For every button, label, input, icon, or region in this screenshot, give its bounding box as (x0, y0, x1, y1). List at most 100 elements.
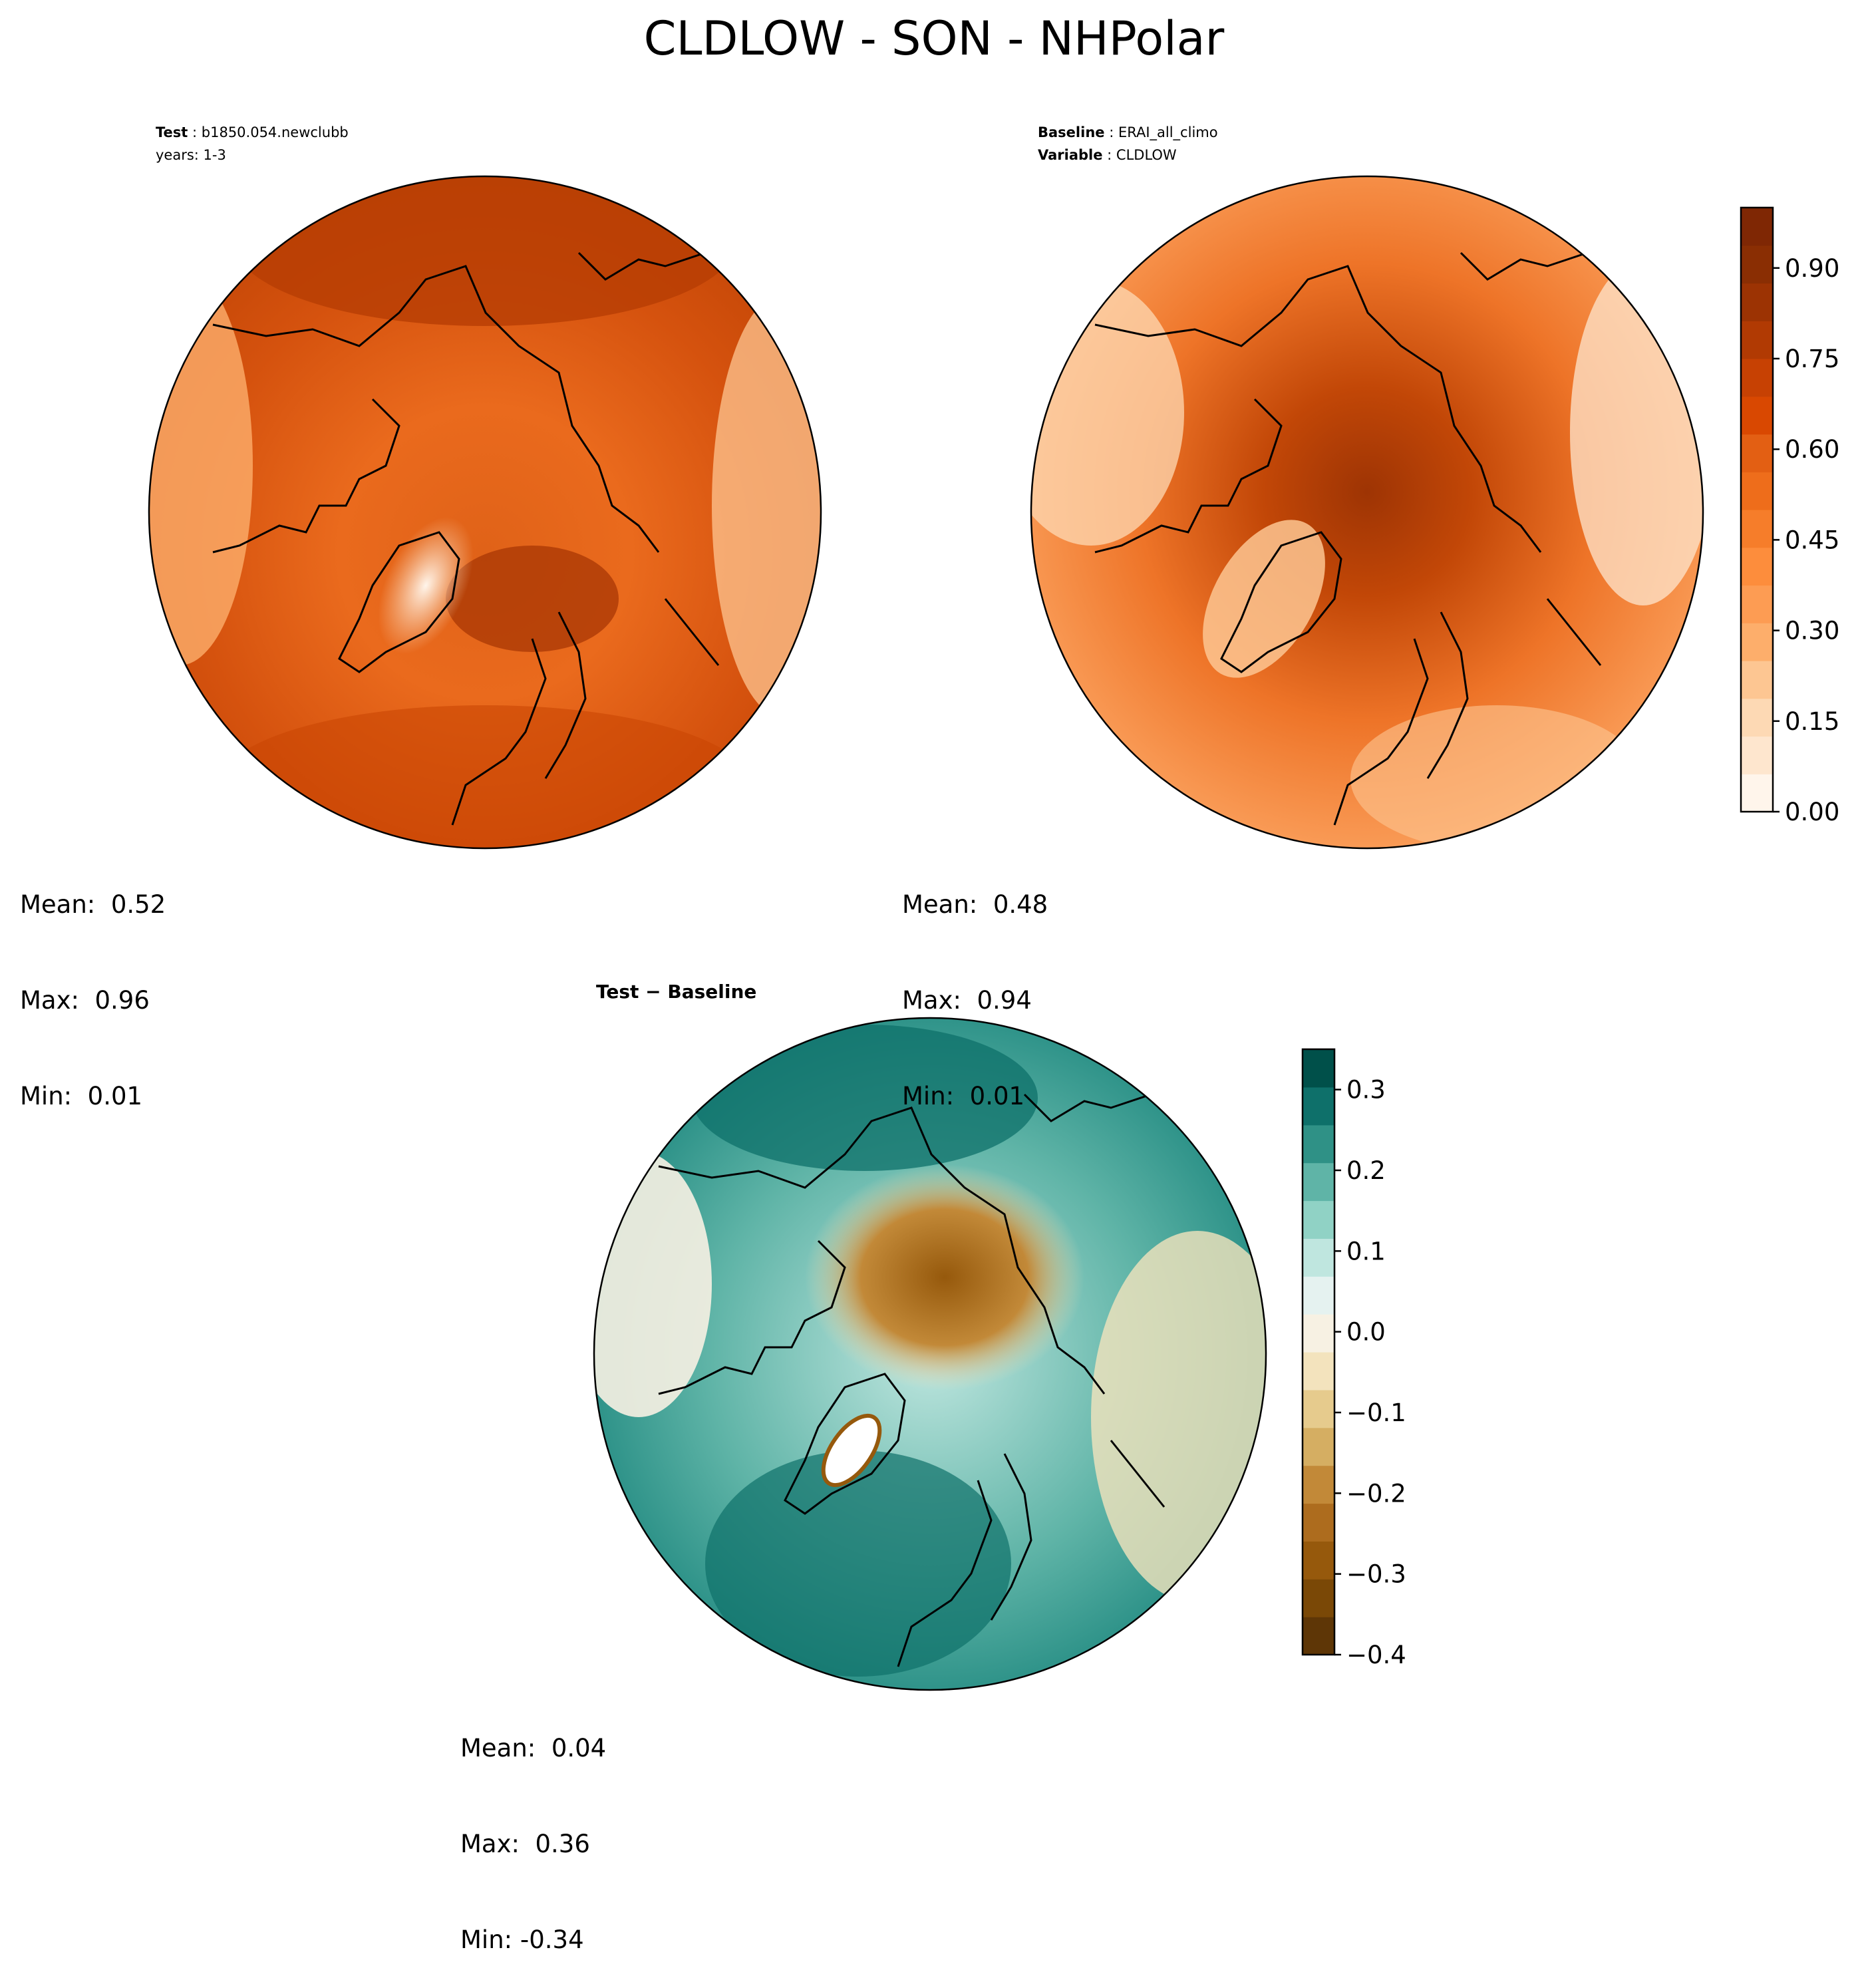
colorbar-diff-tick-label: −0.2 (1346, 1479, 1406, 1508)
baseline-header-line2: Variable : CLDLOW (1038, 147, 1177, 163)
colorbar-abs-tick-label: 0.15 (1785, 707, 1839, 736)
test-min-row: Min: 0.01 (20, 1080, 166, 1112)
baseline-map (1031, 176, 1703, 848)
colorbar-diff: −0.4 −0.3 −0.2 −0.1 0.0 0.1 0.2 0.3 (1301, 1048, 1406, 1669)
colorbar-abs: 0.00 0.15 0.30 0.45 0.60 0.75 0.90 (1740, 206, 1839, 826)
colorbar-diff-tick-label: −0.1 (1346, 1399, 1406, 1427)
colorbar-diff-tick-label: 0.0 (1346, 1318, 1386, 1347)
colorbar-abs-band (1741, 283, 1773, 321)
diff-map (594, 1018, 1266, 1690)
test-greenland-low (378, 517, 474, 654)
baseline-max-label: Max: (902, 986, 961, 1015)
colorbar-abs-band (1741, 321, 1773, 359)
baseline-left-edge-low (1031, 279, 1184, 546)
baseline-min-label: Min: (902, 1082, 955, 1110)
colorbar-abs-tick-label: 0.60 (1785, 435, 1839, 464)
test-header: Test : b1850.054.newclubb years: 1-3 (156, 121, 349, 166)
colorbar-diff-band (1303, 1124, 1334, 1164)
baseline-stats: Mean: 0.48 Max: 0.94 Min: 0.01 (902, 825, 1048, 1144)
colorbar-abs-tick-label: 0.30 (1785, 617, 1839, 645)
diff-min-label: Min: (460, 1925, 513, 1954)
baseline-header-label: Baseline (1038, 124, 1105, 140)
colorbar-diff-band (1303, 1389, 1334, 1428)
colorbar-abs-band (1741, 698, 1773, 737)
baseline-header-value: ERAI_all_climo (1118, 124, 1218, 140)
baseline-mean-label: Mean: (902, 890, 978, 919)
baseline-header: Baseline : ERAI_all_climo Variable : CLD… (1038, 121, 1218, 166)
colorbar-diff-band (1303, 1465, 1334, 1504)
diff-header: Test − Baseline (596, 981, 757, 1003)
test-header-line1: Test : b1850.054.newclubb (156, 124, 349, 140)
colorbar-abs-tick-label: 0.45 (1785, 526, 1839, 554)
colorbar-diff-band (1303, 1579, 1334, 1617)
colorbar-abs-band (1741, 434, 1773, 472)
colorbar-diff-band (1303, 1503, 1334, 1542)
colorbar-diff-tick-label: −0.4 (1346, 1641, 1406, 1669)
colorbar-abs-band (1741, 774, 1773, 812)
colorbar-diff-band (1303, 1200, 1334, 1239)
diff-min-row: Min: -0.34 (460, 1924, 606, 1956)
colorbar-abs-band (1741, 245, 1773, 284)
figure: CLDLOW - SON - NHPolar (148, 11, 1839, 1691)
colorbar-diff-band (1303, 1617, 1334, 1655)
colorbar-abs-band (1741, 736, 1773, 774)
colorbar-diff-band (1303, 1541, 1334, 1579)
colorbar-abs-band (1741, 585, 1773, 623)
colorbar-diff-tick-label: −0.3 (1346, 1560, 1406, 1589)
test-map-border (148, 175, 822, 850)
baseline-min-value: 0.01 (969, 1082, 1025, 1110)
colorbar-diff-band (1303, 1352, 1334, 1391)
diff-right-neutral (1091, 1231, 1266, 1603)
figure-title: CLDLOW - SON - NHPolar (644, 11, 1225, 66)
test-header-label: Test (156, 124, 188, 140)
colorbar-abs-frame (1740, 206, 1774, 813)
test-coastlines (212, 251, 720, 826)
colorbar-diff-tick-label: 0.3 (1346, 1076, 1386, 1104)
colorbar-diff-band (1303, 1314, 1334, 1353)
test-max-value: 0.96 (94, 986, 150, 1015)
colorbar-abs-band (1741, 472, 1773, 510)
colorbar-abs-tick-label: 0.90 (1785, 254, 1839, 283)
colorbar-abs-tick-label: 0.00 (1785, 798, 1839, 826)
diff-greenland-core (821, 1413, 882, 1488)
test-map (149, 176, 821, 848)
test-right-edge-low (712, 293, 821, 719)
colorbar-diff-tick-label: 0.2 (1346, 1156, 1386, 1185)
colorbar-diff-band (1303, 1086, 1334, 1126)
diff-top-strong (692, 1025, 1038, 1171)
baseline-right-edge-low (1570, 259, 1703, 605)
test-max-row: Max: 0.96 (20, 985, 166, 1017)
colorbar-diff-band (1303, 1162, 1334, 1202)
test-header-value: b1850.054.newclubb (201, 124, 349, 140)
diff-min-value: -0.34 (520, 1925, 584, 1954)
colorbar-abs-band (1741, 359, 1773, 397)
diff-mean-label: Mean: (460, 1734, 536, 1762)
colorbar-diff-band (1303, 1238, 1334, 1277)
test-stats: Mean: 0.52 Max: 0.96 Min: 0.01 (20, 825, 166, 1144)
diff-left-neutral (594, 1151, 712, 1417)
diff-max-row: Max: 0.36 (460, 1828, 606, 1860)
test-mean-row: Mean: 0.52 (20, 889, 166, 921)
baseline-variable-value: CLDLOW (1116, 147, 1177, 163)
baseline-mean-row: Mean: 0.48 (902, 889, 1048, 921)
test-pacific-band (232, 176, 738, 326)
baseline-max-value: 0.94 (977, 986, 1032, 1015)
test-bottom-band (219, 705, 751, 848)
colorbar-diff-tick-label: 0.1 (1346, 1237, 1386, 1265)
baseline-map-border (1030, 175, 1704, 850)
test-atlantic-high (446, 546, 619, 652)
test-max-label: Max: (20, 986, 79, 1015)
test-header-line2: years: 1-3 (156, 147, 226, 163)
diff-coastlines (658, 1093, 1166, 1667)
diff-map-border (593, 1017, 1267, 1691)
diff-max-value: 0.36 (535, 1830, 590, 1858)
colorbar-diff-band (1303, 1049, 1334, 1088)
colorbar-diff-frame (1301, 1048, 1336, 1656)
colorbar-abs-tick-label: 0.75 (1785, 345, 1839, 373)
test-min-label: Min: (20, 1082, 73, 1110)
diff-mean-row: Mean: 0.04 (460, 1733, 606, 1764)
colorbar-abs-band (1741, 208, 1773, 246)
baseline-coastlines (1094, 251, 1602, 826)
colorbar-diff-band (1303, 1427, 1334, 1466)
colorbar-diff-band (1303, 1276, 1334, 1315)
